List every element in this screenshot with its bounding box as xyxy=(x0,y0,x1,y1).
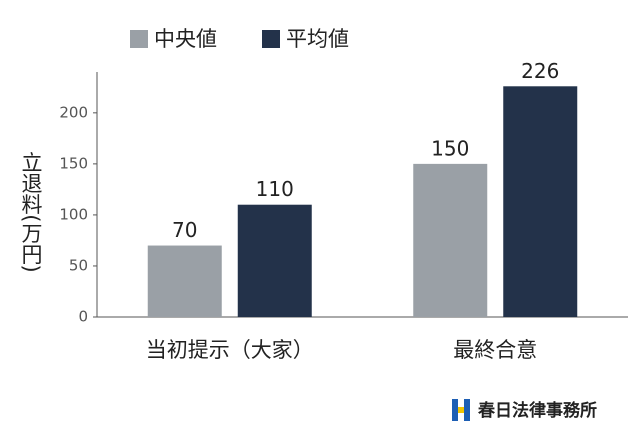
y-tick-label: 0 xyxy=(78,308,88,326)
legend-label: 平均値 xyxy=(286,27,349,51)
y-tick-label: 200 xyxy=(59,103,88,121)
y-tick-label: 100 xyxy=(59,205,88,223)
bar xyxy=(413,163,488,317)
bar xyxy=(147,245,222,317)
legend-swatch xyxy=(130,30,148,48)
y-tick-label: 50 xyxy=(69,256,88,274)
value-label: 70 xyxy=(172,218,197,242)
y-tick-label: 150 xyxy=(59,154,88,172)
x-tick-label: 当初提示（大家） xyxy=(146,338,314,362)
bar xyxy=(237,204,312,317)
brand-name: 春日法律事務所 xyxy=(478,400,597,421)
brand-logo xyxy=(452,399,470,421)
bar xyxy=(503,86,578,318)
legend-swatch xyxy=(262,30,280,48)
value-label: 226 xyxy=(521,59,559,83)
y-axis-label: 立退料(万円) xyxy=(19,151,43,272)
legend-label: 中央値 xyxy=(154,27,217,51)
x-tick-label: 最終合意 xyxy=(453,338,537,362)
value-label: 150 xyxy=(431,136,469,160)
value-label: 110 xyxy=(256,177,294,201)
